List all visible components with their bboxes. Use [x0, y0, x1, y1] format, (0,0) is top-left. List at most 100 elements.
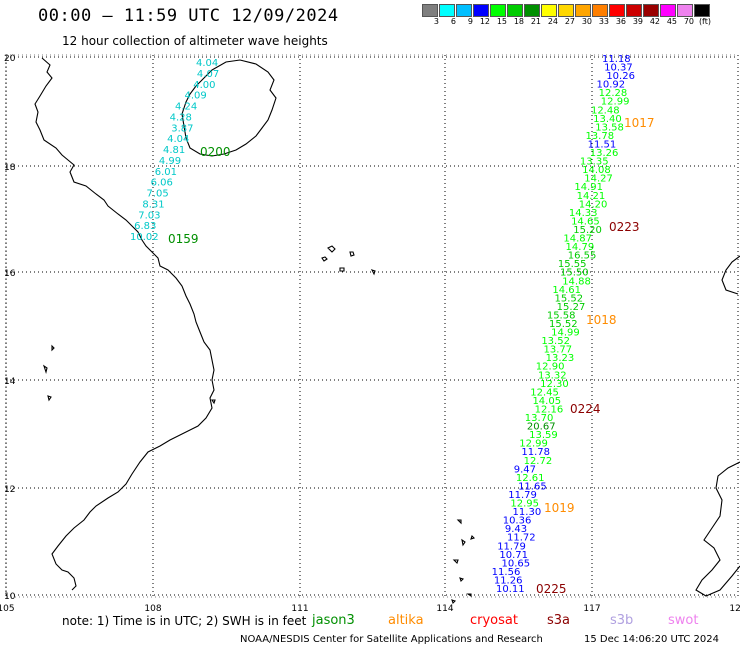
wave-height-value: 4.28 [170, 112, 192, 123]
legend-swatch [524, 4, 540, 17]
legend-tick: 27 [564, 17, 575, 26]
wave-height-value: 14.87 [563, 234, 592, 245]
wave-height-value: 14.91 [574, 182, 603, 193]
wave-height-value: 12.45 [530, 387, 559, 398]
lat-lon-grid [5, 54, 739, 598]
lat-tick-label: 12 [4, 485, 15, 495]
lat-tick-label: 16 [4, 269, 16, 279]
wave-height-value: 6.83 [134, 221, 156, 232]
legend-swatch [677, 4, 693, 17]
philippines-coastline [721, 255, 740, 295]
wave-height-value: 13.77 [543, 345, 572, 356]
wave-height-value: 3.87 [171, 123, 193, 134]
satellite-name: s3b [610, 613, 634, 628]
legend-swatch [490, 4, 506, 17]
wave-height-value: 15.58 [547, 310, 576, 321]
wave-height-value: 4.81 [163, 145, 185, 156]
legend-swatch [541, 4, 557, 17]
wave-height-value: 12.95 [510, 499, 539, 510]
wave-height-value: 14.08 [582, 165, 611, 176]
wave-height-value: 12.48 [591, 105, 620, 116]
wave-height-value: 13.23 [546, 353, 575, 364]
spratly-islands [451, 519, 476, 605]
map-title: 00:00 – 11:59 UTC 12/09/2024 [38, 6, 339, 26]
wave-height-value: 10.71 [499, 550, 528, 561]
satellite-name: jason3 [312, 613, 355, 628]
wave-height-value: 4.24 [175, 102, 197, 113]
lat-tick-label: 10 [4, 592, 16, 602]
wave-height-value: 10.26 [606, 71, 635, 82]
wave-height-value: 12.99 [519, 439, 548, 450]
wave-height-value: 15.50 [560, 268, 589, 279]
pass-time-label: 0223 [609, 220, 640, 234]
wave-height-value: 6.01 [155, 167, 177, 178]
pass-time-label: 1017 [624, 116, 655, 130]
legend-swatch [626, 4, 642, 17]
satellite-name: cryosat [470, 613, 518, 628]
legend-tick: 30 [581, 17, 592, 26]
legend-swatch [507, 4, 523, 17]
satellite-name: s3a [547, 613, 571, 628]
legend-tick: 42 [649, 17, 660, 26]
legend-tick: 45 [666, 17, 677, 26]
wave-height-value: 11.79 [508, 490, 537, 501]
wave-height-value: 13.32 [538, 370, 567, 381]
lon-tick-label: 105 [0, 604, 15, 614]
wave-height-value: 12.30 [540, 379, 569, 390]
legend-tick: 15 [496, 17, 507, 26]
wave-height-value: 14.33 [569, 208, 598, 219]
wave-height-value: 10.65 [502, 558, 531, 569]
wave-height-value: 12.61 [516, 473, 545, 484]
legend-swatch [609, 4, 625, 17]
wave-height-value: 12.90 [536, 362, 565, 373]
legend-tick: 70 [683, 17, 694, 26]
wave-height-value: 7.03 [138, 210, 160, 221]
pass-time-label: 1019 [544, 501, 575, 515]
wave-height-value: 13.78 [585, 131, 614, 142]
legend-swatch [643, 4, 659, 17]
generated-timestamp: 15 Dec 14:06:20 UTC 2024 [584, 634, 719, 645]
legend-swatch [558, 4, 574, 17]
wave-height-value: 4.04 [167, 134, 189, 145]
wave-height-value: 13.52 [541, 336, 570, 347]
wave-height-value: 12.16 [535, 404, 564, 415]
wave-height-value: 14.27 [584, 174, 613, 185]
wave-height-value: 15.55 [558, 259, 587, 270]
legend-swatch [473, 4, 489, 17]
legend-swatch [694, 4, 710, 17]
wave-height-value: 4.09 [184, 91, 206, 102]
legend-swatch [660, 4, 676, 17]
wave-height-value: 11.79 [497, 541, 526, 552]
credit-line: NOAA/NESDIS Center for Satellite Applica… [240, 634, 543, 645]
wave-height-value: 11.51 [588, 139, 617, 150]
wave-height-value: 12.99 [601, 97, 630, 108]
wave-height-value: 10.11 [496, 584, 525, 595]
wave-height-value: 12.72 [524, 456, 553, 467]
wave-height-value: 14.79 [566, 242, 595, 253]
wave-height-value: 10.37 [604, 63, 633, 74]
legend-tick: 36 [615, 17, 626, 26]
color-legend-ticks: 3 6 9 12 15 18 21 24 27 30 33 36 39 42 45 70 (ft) [422, 17, 711, 26]
lon-tick-label: 120 [729, 604, 740, 614]
wave-height-value: 13.70 [525, 413, 554, 424]
legend-tick: (ft) [698, 17, 711, 26]
wave-height-value: 12.28 [599, 88, 628, 99]
map-subtitle: 12 hour collection of altimeter wave hei… [62, 34, 328, 48]
lon-tick-label: 117 [583, 604, 600, 614]
wave-height-value: 13.40 [593, 114, 622, 125]
hainan-island-outline [181, 59, 277, 157]
wave-height-value: 14.05 [532, 396, 561, 407]
legend-swatch [439, 4, 455, 17]
wave-height-value: 4.07 [197, 69, 219, 80]
legend-tick: 39 [632, 17, 643, 26]
wave-height-value: 11.26 [494, 575, 523, 586]
wave-height-value: 9.47 [514, 464, 536, 475]
wave-height-value: 13.58 [595, 122, 624, 133]
legend-tick: 33 [598, 17, 609, 26]
wave-height-value: 13.35 [580, 157, 609, 168]
wave-height-value: 9.43 [505, 524, 527, 535]
wave-height-value: 6.06 [151, 178, 173, 189]
wave-height-value: 14.20 [579, 199, 608, 210]
wave-height-value: 15.52 [555, 293, 584, 304]
